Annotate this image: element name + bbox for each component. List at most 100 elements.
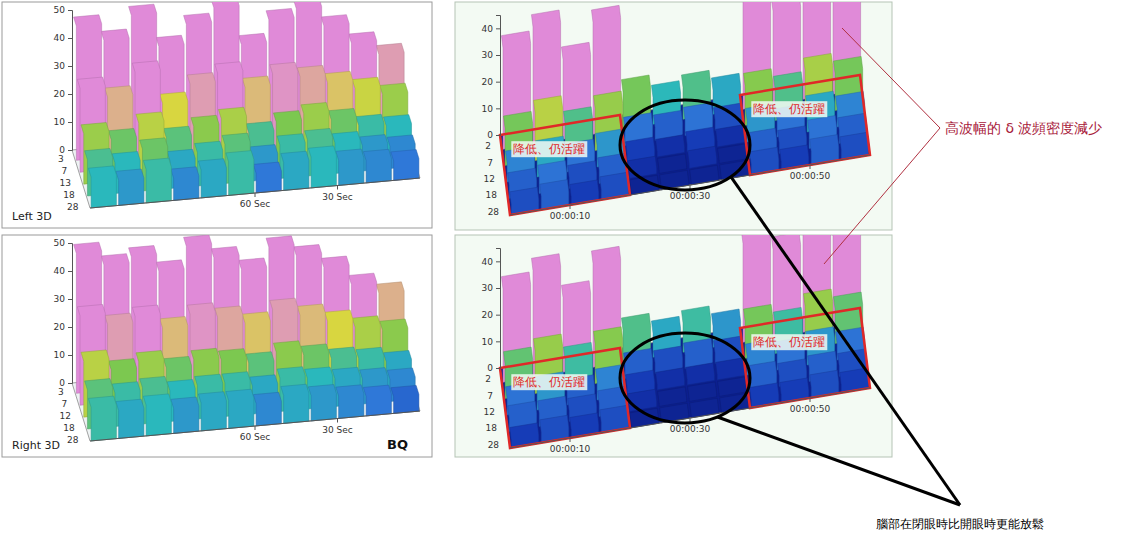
z-tick-mark (68, 243, 72, 244)
plot-area (72, 2, 420, 208)
panel-title: Left 3D (12, 210, 52, 223)
panel-annotation: BQ (387, 437, 408, 452)
z-tick-mark (496, 368, 500, 369)
surface-column (688, 146, 717, 168)
z-tick: 20 (54, 89, 72, 99)
z-tick-label: 10 (482, 337, 494, 347)
z-tick-label: 30 (482, 283, 494, 293)
surface-column (628, 389, 657, 411)
delta-leader (842, 28, 940, 128)
x-tick (255, 426, 256, 430)
highlight-ellipse (620, 100, 750, 190)
surface-column (686, 363, 715, 385)
surface-column (116, 169, 144, 205)
z-tick-mark (496, 82, 500, 83)
z-tick: 30 (54, 61, 72, 71)
leader-line (731, 177, 960, 505)
x-tick-label: 00:00:30 (670, 424, 711, 434)
z-tick: 50 (54, 5, 72, 15)
surface-column (281, 151, 309, 190)
z-tick-label: 10 (482, 104, 494, 114)
surface-column (281, 384, 309, 423)
z-axis-line (496, 249, 501, 369)
surface-column (143, 158, 171, 203)
frequency-label: 28 (67, 435, 79, 445)
surface-column (363, 385, 391, 416)
surface-column (658, 154, 687, 174)
frequency-label: 3 (58, 387, 64, 397)
z-tick-mark (496, 55, 500, 56)
frequency-label: 7 (62, 399, 68, 409)
z-tick-label: 20 (54, 89, 66, 99)
z-tick: 0 (487, 363, 500, 373)
x-axis-line (90, 411, 420, 441)
frequency-label: 13 (60, 178, 71, 188)
surface-column (88, 166, 116, 208)
frequency-label: 2 (485, 374, 491, 384)
z-tick: 40 (54, 266, 72, 276)
z-axis: 01020304050 (54, 238, 73, 388)
surface-column (308, 146, 336, 188)
surface-column (628, 156, 657, 178)
x-tick (570, 438, 571, 442)
surface-column (226, 151, 254, 196)
region-label-group: 降低、仍活躍 (511, 374, 587, 390)
x-tick (810, 398, 811, 402)
z-tick: 0 (59, 378, 72, 388)
z-axis-line (68, 11, 73, 151)
z-tick-label: 0 (487, 363, 493, 373)
relax-note: 腦部在閉眼時比開眼時更能放鬆 (876, 517, 1044, 531)
surface-column (718, 377, 747, 397)
plot-area (500, 2, 870, 215)
frequency-label: 12 (484, 174, 495, 184)
z-tick-label: 30 (54, 61, 66, 71)
z-tick-mark (68, 299, 72, 300)
z-tick-label: 10 (54, 350, 66, 360)
z-tick-mark (68, 327, 72, 328)
leader-line (718, 417, 961, 505)
z-tick-label: 10 (54, 117, 66, 127)
delta-note: 高波幅的 δ 波頻密度減少 (945, 120, 1102, 136)
surface-column (198, 159, 226, 198)
z-tick-mark (496, 261, 500, 262)
frequency-label: 7 (487, 391, 493, 401)
x-tick-label: 60 Sec (240, 199, 271, 209)
delta-leader (824, 128, 940, 264)
surface-column (716, 125, 745, 147)
z-tick: 20 (482, 77, 500, 87)
z-tick: 50 (54, 238, 72, 248)
region-box (500, 348, 630, 448)
surface-column (198, 392, 226, 431)
frequency-label: 12 (484, 407, 495, 417)
x-tick-label: 00:00:10 (550, 444, 591, 454)
plot-area (500, 235, 870, 448)
x-tick (810, 165, 811, 169)
x-tick (337, 186, 338, 190)
frequency-label: 18 (486, 190, 498, 200)
z-tick-mark (496, 28, 500, 29)
figure: 60 Sec30 Sec3713182801020304050Left 3D60… (0, 0, 1138, 546)
x-axis-line (510, 388, 870, 448)
z-tick-mark (68, 271, 72, 272)
region-label-group: 降低、仍活躍 (511, 141, 587, 157)
z-tick: 30 (482, 283, 500, 293)
surface-column (716, 358, 745, 380)
region-box (500, 115, 630, 215)
surface-column (688, 382, 717, 402)
surface-column (88, 396, 116, 441)
plot-area (72, 235, 420, 441)
highlight-ellipse (620, 333, 750, 423)
x-tick-label: 00:00:30 (670, 191, 711, 201)
x-tick (570, 205, 571, 209)
surface-column (336, 149, 364, 185)
surface-column (116, 399, 144, 438)
x-tick-label: 00:00:10 (550, 211, 591, 221)
z-tick-label: 40 (482, 24, 494, 34)
region-box (740, 308, 870, 408)
z-tick: 0 (59, 145, 72, 155)
z-tick-label: 20 (482, 77, 494, 87)
label-patch (511, 141, 587, 157)
frequency-label: 28 (67, 202, 79, 212)
z-tick: 20 (482, 310, 500, 320)
surface-column (391, 385, 419, 413)
